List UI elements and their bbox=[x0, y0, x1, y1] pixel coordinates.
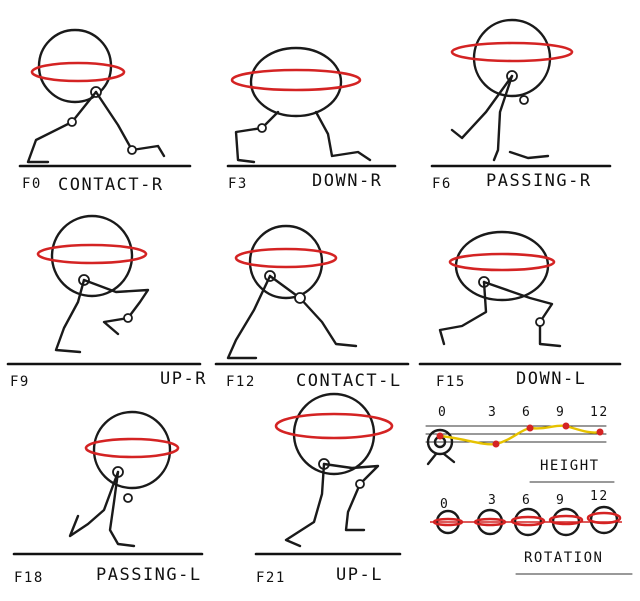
knee-joint bbox=[355, 479, 365, 489]
front-leg bbox=[268, 274, 358, 348]
rotation-tick-label: 12 bbox=[590, 489, 609, 504]
ball-legs bbox=[426, 452, 456, 466]
rotation-ball bbox=[589, 505, 619, 535]
rotation-ring bbox=[473, 517, 507, 527]
body-ball bbox=[472, 18, 552, 98]
knee-joint bbox=[123, 313, 133, 323]
rotation-tick-label: 6 bbox=[522, 493, 531, 508]
height-point bbox=[436, 432, 444, 440]
height-tick-label: 12 bbox=[590, 405, 609, 420]
body-ball bbox=[292, 392, 376, 476]
body-ball bbox=[249, 46, 343, 118]
height-point bbox=[526, 424, 534, 432]
rotation-chart-label: ROTATION bbox=[524, 550, 603, 566]
rotation-tick-label: 9 bbox=[556, 493, 565, 508]
back-leg bbox=[26, 90, 98, 164]
rotation-ring bbox=[510, 515, 546, 527]
pose-passing-l bbox=[12, 410, 204, 556]
knee-joint bbox=[123, 493, 133, 503]
frame-label: F12 bbox=[226, 374, 256, 390]
frame-label: F18 bbox=[14, 570, 44, 586]
pose-name-label: UP-R bbox=[160, 369, 207, 389]
back-leg bbox=[438, 280, 488, 346]
rotation-ring bbox=[548, 514, 584, 526]
back-leg bbox=[234, 110, 280, 164]
knee-joint bbox=[519, 95, 529, 105]
pose-contact-r bbox=[18, 28, 192, 168]
rotation-ball bbox=[435, 509, 461, 535]
support-leg bbox=[108, 470, 136, 548]
pose-name-label: PASSING-R bbox=[486, 171, 592, 191]
foot bbox=[508, 150, 550, 160]
pose-name-label: DOWN-R bbox=[312, 171, 382, 191]
pose-contact-l bbox=[214, 224, 410, 366]
body-ball bbox=[248, 224, 324, 300]
rotation-ball bbox=[476, 508, 504, 536]
frame-label: F9 bbox=[10, 374, 30, 390]
front-leg bbox=[82, 278, 150, 336]
rotation-ball bbox=[513, 507, 543, 537]
pose-passing-r bbox=[430, 18, 612, 168]
height-tick-label: 0 bbox=[438, 405, 447, 420]
rotation-ring bbox=[234, 247, 338, 269]
rotation-ring bbox=[84, 437, 180, 459]
back-leg bbox=[284, 462, 326, 548]
knee-joint bbox=[257, 123, 267, 133]
pose-down-r bbox=[226, 46, 397, 168]
back-leg bbox=[54, 278, 86, 354]
front-leg bbox=[482, 280, 562, 348]
height-point bbox=[492, 440, 500, 448]
rotation-ring bbox=[448, 252, 556, 272]
rotation-ring bbox=[230, 68, 362, 92]
rotation-ring bbox=[432, 517, 464, 527]
body-ball bbox=[50, 214, 134, 298]
ankle-joint bbox=[127, 145, 137, 155]
rotation-ring bbox=[30, 61, 126, 83]
body-ball bbox=[454, 230, 550, 302]
height-chart-label: HEIGHT bbox=[540, 458, 600, 474]
support-leg bbox=[492, 74, 514, 162]
pose-down-l bbox=[418, 230, 622, 366]
back-leg bbox=[226, 274, 272, 360]
rotation-chart: 0 3 6 9 12 ROTATION bbox=[430, 489, 633, 575]
rotation-ring bbox=[274, 412, 394, 440]
knee-joint bbox=[535, 317, 545, 327]
pose-name-label: PASSING-L bbox=[96, 565, 202, 585]
height-chart: 0 3 6 9 12 HEIGHT bbox=[425, 405, 615, 483]
height-point bbox=[562, 422, 570, 430]
rotation-tick-label: 0 bbox=[440, 497, 449, 512]
frame-label: F15 bbox=[436, 374, 466, 390]
body-ball bbox=[92, 410, 172, 490]
height-tick-label: 6 bbox=[522, 405, 531, 420]
frame-label: F21 bbox=[256, 570, 286, 586]
pose-name-label: UP-L bbox=[336, 565, 383, 585]
pose-name-label: CONTACT-L bbox=[296, 371, 402, 391]
height-tick-label: 3 bbox=[488, 405, 497, 420]
passing-leg bbox=[68, 470, 120, 538]
height-tick-label: 9 bbox=[556, 405, 565, 420]
passing-leg bbox=[450, 74, 514, 140]
pose-name-label: DOWN-L bbox=[516, 369, 586, 389]
front-leg bbox=[314, 110, 372, 162]
frame-label: F3 bbox=[228, 176, 248, 192]
pose-up-r bbox=[6, 214, 202, 366]
pose-name-label: CONTACT-R bbox=[58, 175, 164, 195]
pose-up-l bbox=[254, 392, 402, 556]
knee-joint bbox=[294, 292, 306, 304]
ball-icon bbox=[426, 428, 454, 456]
frame-label: F6 bbox=[432, 176, 452, 192]
rotation-tick-label: 3 bbox=[488, 493, 497, 508]
knee-joint bbox=[67, 117, 77, 127]
rotation-ring bbox=[450, 41, 574, 63]
frame-label: F0 bbox=[22, 176, 42, 192]
height-point bbox=[596, 428, 604, 436]
rotation-ring bbox=[586, 511, 622, 525]
rotation-ring bbox=[36, 243, 148, 265]
